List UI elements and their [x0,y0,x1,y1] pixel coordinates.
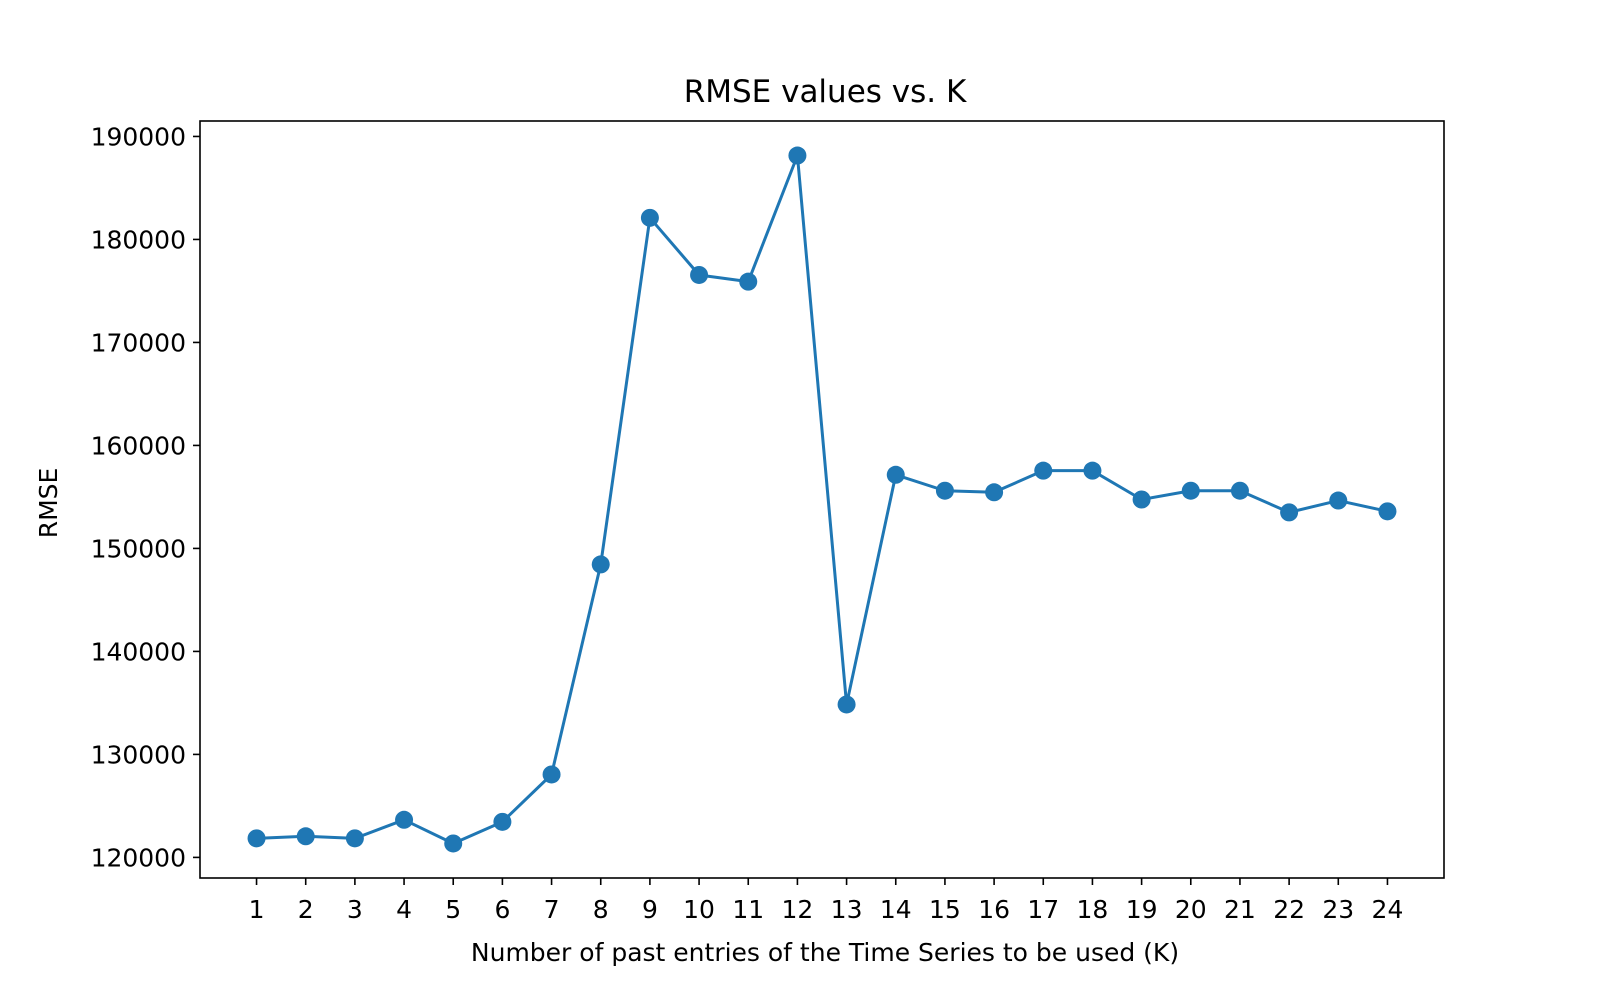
x-tick-label: 2 [298,895,314,924]
y-axis-label: RMSE [34,468,63,539]
data-point [739,272,758,291]
data-point [444,834,463,853]
data-point [886,465,905,484]
data-point [1034,461,1053,480]
y-tick-label: 120000 [91,843,186,872]
x-tick-label: 23 [1322,895,1354,924]
data-point [1083,461,1102,480]
data-point [837,695,856,714]
x-tick-label: 14 [880,895,912,924]
data-point [1230,481,1249,500]
chart-title: RMSE values vs. K [684,74,967,110]
y-tick-label: 130000 [91,740,186,769]
x-tick-label: 21 [1224,895,1256,924]
data-point [1378,502,1397,521]
data-point [1181,481,1200,500]
x-tick-label: 22 [1273,895,1305,924]
data-point [1280,503,1299,522]
x-tick-label: 5 [445,895,461,924]
data-point [345,829,364,848]
y-tick-label: 140000 [91,637,186,666]
x-tick-label: 6 [494,895,510,924]
y-tick-label: 160000 [91,431,186,460]
x-tick-label: 12 [782,895,814,924]
data-point [247,829,266,848]
series-line [256,154,1388,845]
x-tick-label: 20 [1175,895,1207,924]
x-tick-label: 9 [642,895,658,924]
x-tick-label: 18 [1077,895,1109,924]
y-tick-label: 150000 [91,534,186,563]
y-tick-label: 190000 [91,122,186,151]
data-point [493,812,512,831]
x-tick-label: 1 [249,895,265,924]
data-point [542,765,561,784]
data-point [395,810,414,829]
data-point [591,555,610,574]
x-tick-label: 3 [347,895,363,924]
y-tick-label: 170000 [91,328,186,357]
data-point [296,827,315,846]
x-tick-label: 8 [593,895,609,924]
y-tick-label: 180000 [91,225,186,254]
x-tick-label: 11 [732,895,764,924]
data-point [1329,491,1348,510]
x-tick-label: 10 [683,895,715,924]
x-tick-label: 4 [396,895,412,924]
data-point [788,146,807,165]
data-point [690,265,709,284]
data-point [935,481,954,500]
x-tick-label: 15 [929,895,961,924]
data-point [640,208,659,227]
x-tick-label: 19 [1126,895,1158,924]
x-tick-label: 17 [1027,895,1059,924]
x-axis-label: Number of past entries of the Time Serie… [471,938,1179,967]
data-point [1132,490,1151,509]
x-tick-label: 7 [544,895,560,924]
plot-frame [199,120,1445,879]
x-tick-label: 13 [831,895,863,924]
x-tick-label: 16 [978,895,1010,924]
x-tick-label: 24 [1372,895,1404,924]
data-point [985,483,1004,502]
